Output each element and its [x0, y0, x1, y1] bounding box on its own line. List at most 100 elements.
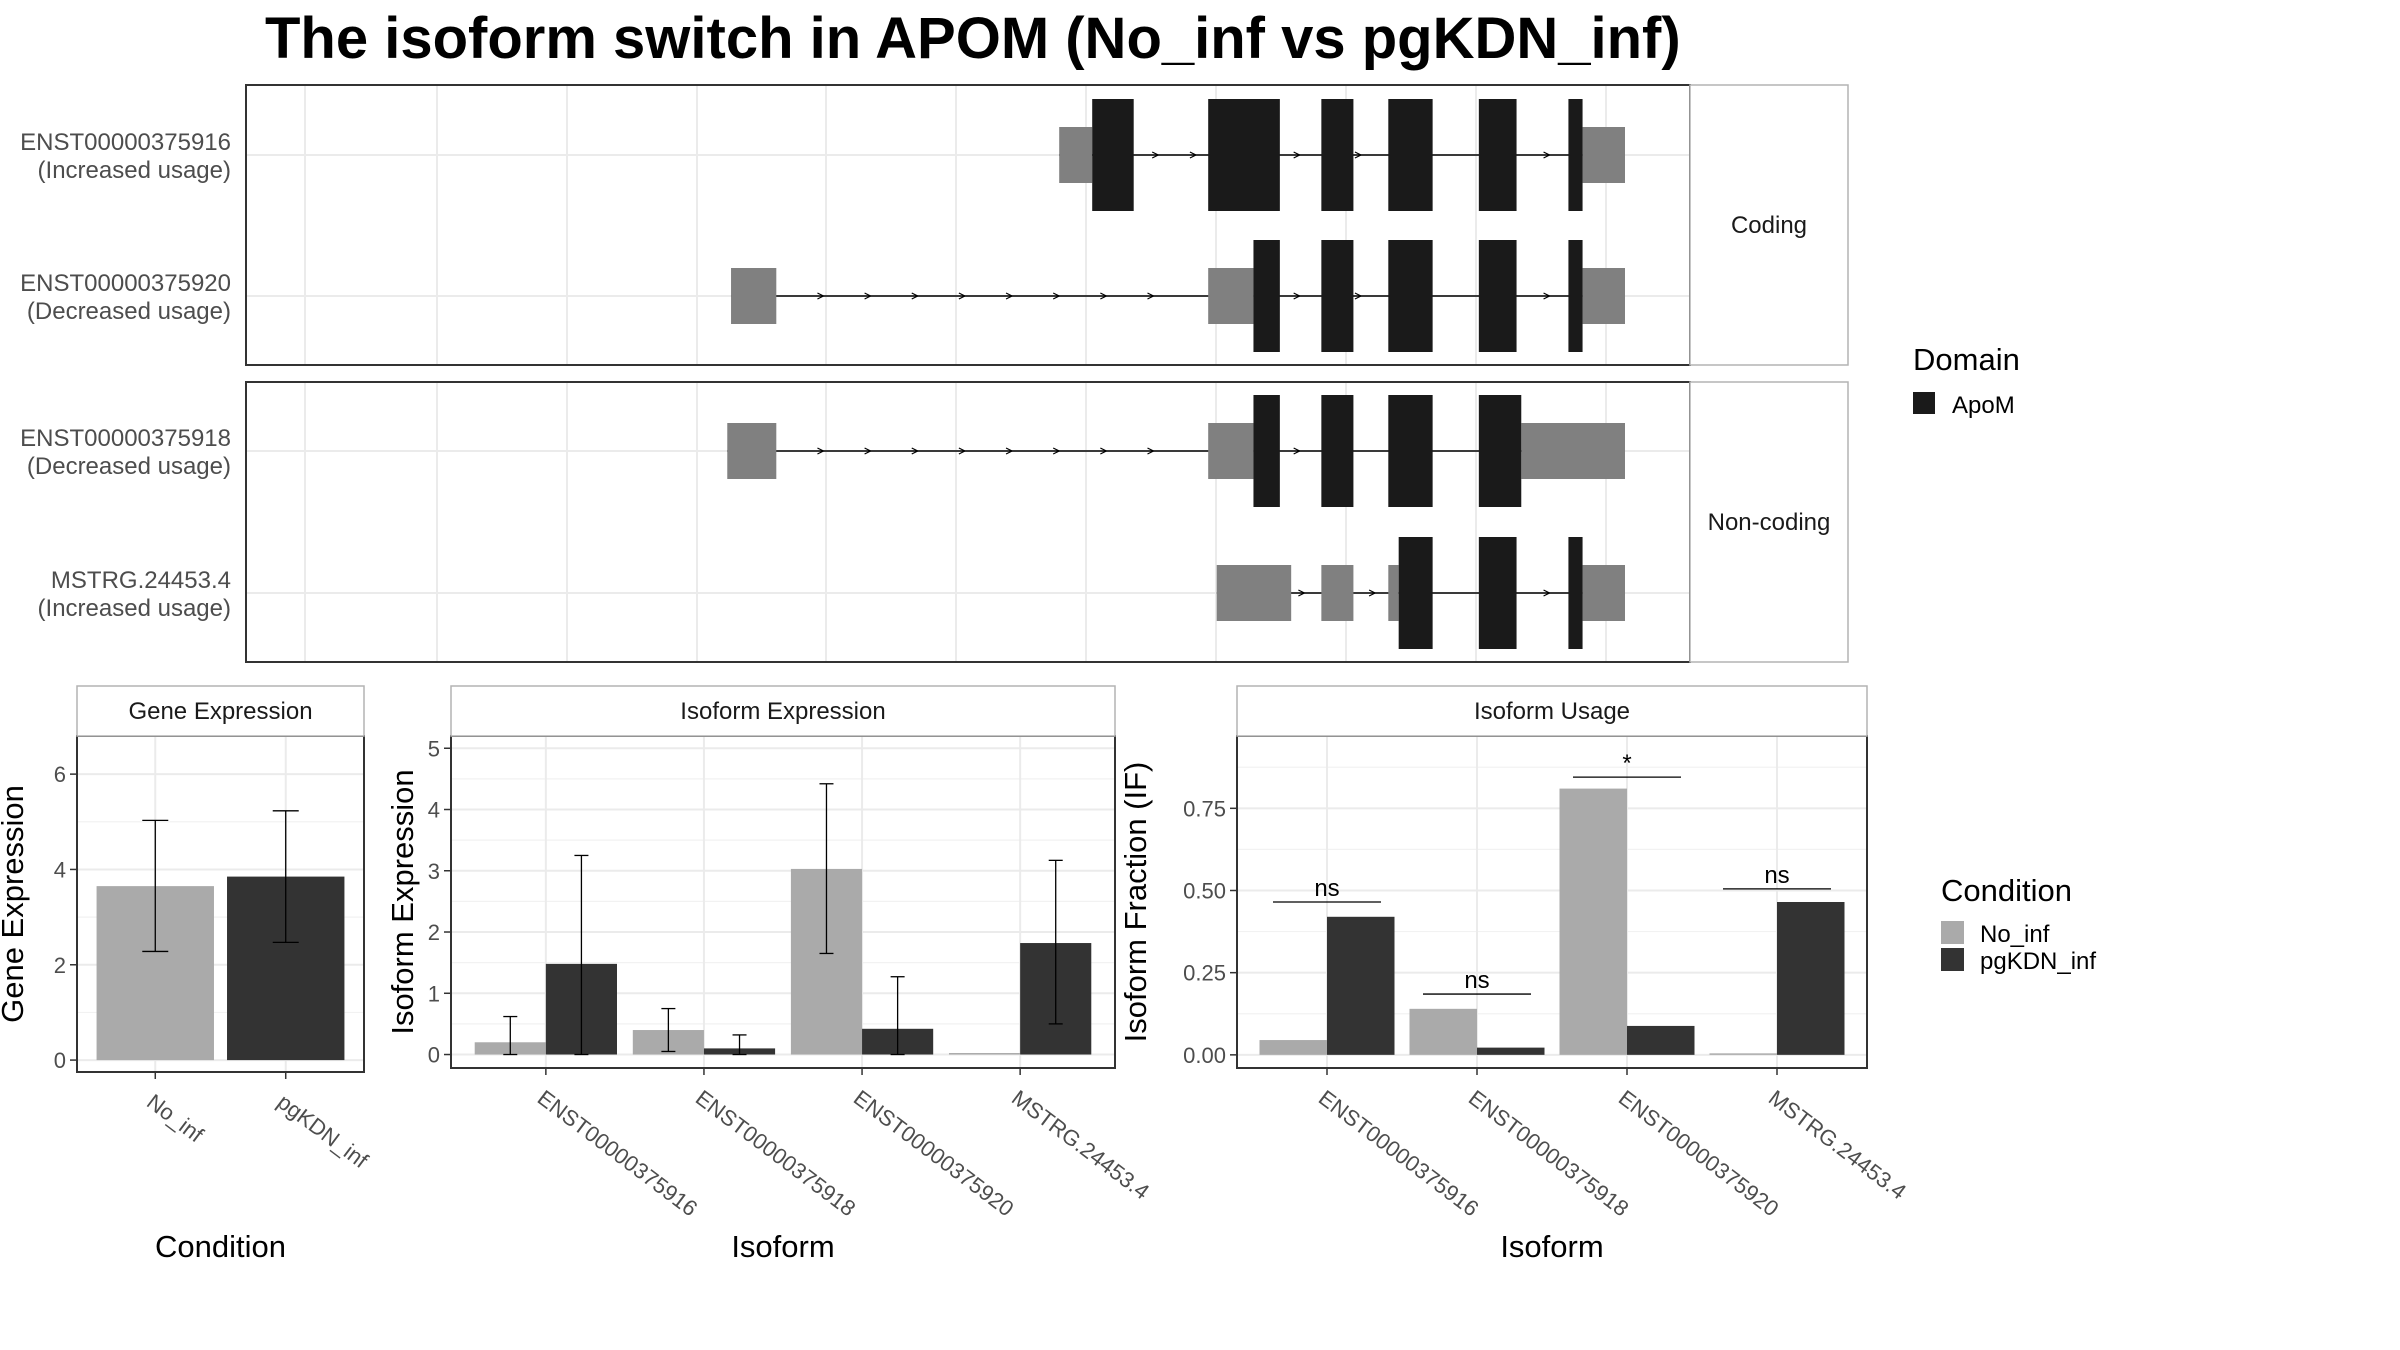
- facet-strip-label: Non-coding: [1708, 509, 1831, 536]
- apom-domain-block: [1478, 395, 1522, 507]
- strand-arrow: [1100, 292, 1108, 300]
- transcript-id-label: ENST00000375918: [20, 425, 231, 452]
- x-tick-label: No_inf: [142, 1089, 209, 1148]
- legend-key-pgkdn_inf: [1941, 948, 1964, 971]
- x-tick-label: MSTRG.24453.4: [1007, 1085, 1154, 1204]
- strand-arrow: [1293, 151, 1302, 159]
- y-tick-label: 2: [428, 920, 440, 945]
- x-tick-label: ENST00000375918: [1464, 1085, 1633, 1221]
- utr-block: [1521, 423, 1625, 479]
- strip: [450, 685, 1116, 737]
- significance-label: ns: [1314, 875, 1339, 902]
- significance-label: ns: [1764, 862, 1789, 889]
- strand-arrow: [1293, 447, 1302, 455]
- y-tick-label: 0.50: [1183, 878, 1226, 903]
- strand-arrow: [864, 292, 872, 300]
- strand-arrow: [1147, 292, 1155, 300]
- strand-arrow: [1354, 292, 1363, 300]
- utr-block: [1208, 268, 1254, 324]
- utr-block: [731, 268, 777, 324]
- strand-arrow: [1543, 151, 1551, 159]
- facet-panel-border: [245, 381, 1691, 663]
- apom-domain-block: [1398, 537, 1433, 649]
- strand-arrow: [1298, 589, 1306, 597]
- strand-arrow: [1368, 589, 1377, 597]
- apom-domain-block: [1568, 537, 1583, 649]
- y-tick-label: 3: [428, 859, 440, 884]
- strand-arrow: [1100, 447, 1108, 455]
- strand-arrow: [1543, 292, 1551, 300]
- apom-domain-block: [1568, 240, 1583, 352]
- strand-arrow: [817, 447, 825, 455]
- x-tick-label: MSTRG.24453.4: [1764, 1085, 1911, 1204]
- utr-block: [1208, 423, 1254, 479]
- y-tick-label: 0.25: [1183, 961, 1226, 986]
- utr-block: [1582, 565, 1625, 621]
- gene-expression-chart: 0 2 4 6 Gene Expression No_inf pgKDN_inf Condit…: [0, 685, 373, 1264]
- apom-domain-block: [1092, 99, 1134, 211]
- bar: [1777, 902, 1845, 1055]
- apom-domain-block: [1568, 99, 1583, 211]
- y-axis-title: Gene Expression: [0, 785, 30, 1023]
- bar: [1709, 1053, 1777, 1055]
- transcript-id-label: ENST00000375916: [20, 129, 231, 156]
- x-tick-label: ENST00000375916: [533, 1085, 702, 1221]
- apom-domain-block: [1478, 240, 1517, 352]
- facet-strip: [1689, 84, 1849, 366]
- significance-label: ns: [1464, 967, 1489, 994]
- strip: [1236, 685, 1868, 737]
- facet-strip: [1689, 381, 1849, 663]
- x-tick-label: ENST00000375920: [849, 1085, 1018, 1221]
- apom-domain-block: [1253, 395, 1280, 507]
- legend-key-no_inf: [1941, 921, 1964, 944]
- isoform-usage-chart: 0.00 0.25 0.50 0.75 ns ns * ns Isoform Usage ENST…: [1118, 685, 1911, 1264]
- transcript-usage-label: (Decreased usage): [27, 453, 231, 480]
- strand-arrow: [1189, 151, 1198, 159]
- apom-domain-block: [1388, 99, 1433, 211]
- apom-domain-block: [1208, 99, 1280, 211]
- legend-label-apom: ApoM: [1952, 392, 2015, 419]
- y-axis-title: Isoform Fraction (IF): [1118, 762, 1153, 1043]
- significance-label: *: [1622, 750, 1631, 777]
- bar: [949, 1053, 1021, 1055]
- y-tick-label: 0.00: [1183, 1043, 1226, 1068]
- strand-arrow: [958, 447, 967, 455]
- strand-arrow: [1052, 292, 1061, 300]
- y-tick-label: 0: [428, 1043, 440, 1068]
- strand-arrow: [911, 447, 920, 455]
- x-axis-title: Isoform: [1500, 1229, 1603, 1264]
- strip: [76, 685, 365, 737]
- y-tick-label: 0: [54, 1048, 66, 1073]
- apom-domain-block: [1388, 240, 1433, 352]
- bar: [1559, 788, 1627, 1055]
- y-tick-label: 4: [428, 798, 440, 823]
- transcript-usage-label: (Increased usage): [38, 595, 231, 622]
- apom-domain-block: [1253, 240, 1280, 352]
- legend-label-pgkdn_inf: pgKDN_inf: [1980, 948, 2096, 975]
- strip-title: Isoform Usage: [1474, 698, 1630, 725]
- strand-arrow: [1543, 589, 1551, 597]
- facet-strip-label: Coding: [1731, 212, 1807, 239]
- utr-block: [1059, 127, 1093, 183]
- strand-arrow: [1147, 447, 1155, 455]
- transcript-id-label: MSTRG.24453.4: [51, 567, 231, 594]
- strand-arrow: [1052, 447, 1061, 455]
- utr-block: [1388, 565, 1399, 621]
- strand-arrow: [1005, 447, 1014, 455]
- domain-legend: Domain ApoM: [1913, 342, 2020, 419]
- y-axis-title: Isoform Expression: [385, 769, 420, 1034]
- transcript-id-label: ENST00000375920: [20, 270, 231, 297]
- legend-key-apom: [1913, 392, 1935, 414]
- strand-arrow: [958, 292, 967, 300]
- utr-block: [727, 423, 777, 479]
- strand-arrow: [911, 292, 920, 300]
- bar: [1477, 1047, 1545, 1055]
- legend-label-no_inf: No_inf: [1980, 921, 2050, 948]
- x-tick-label: ENST00000375916: [1314, 1085, 1483, 1221]
- y-tick-label: 5: [428, 736, 440, 761]
- bar: [1627, 1025, 1695, 1055]
- apom-domain-block: [1478, 537, 1517, 649]
